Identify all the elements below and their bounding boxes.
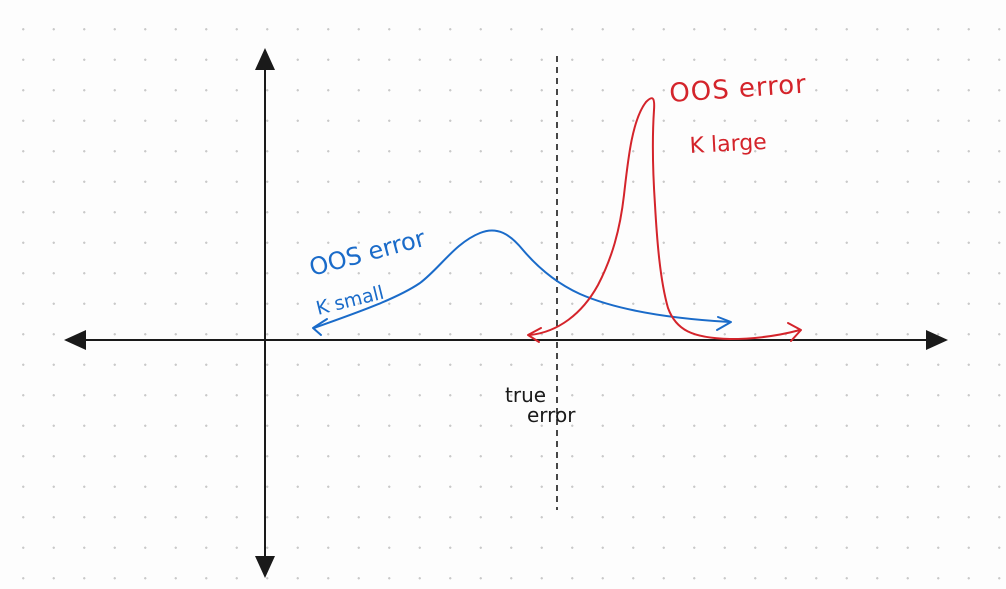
small-k-distribution [312, 229, 732, 336]
large-k-title-label: OOS error [668, 69, 807, 109]
small-k-title-label: OOS error [306, 224, 428, 282]
large-k-curve [529, 97, 801, 340]
axes [64, 48, 948, 578]
large-k-distribution [527, 97, 802, 343]
true-error-label-line1: true [505, 383, 546, 407]
large-k-subtitle-label: K large [689, 130, 767, 159]
large-k-right-arrowhead [787, 322, 802, 342]
small-k-right-arrowhead [716, 316, 732, 331]
large-k-left-arrowhead [527, 327, 542, 343]
small-k-curve [313, 229, 731, 329]
true-error-label-line2: error [527, 403, 576, 427]
small-k-left-arrowhead [312, 318, 328, 336]
